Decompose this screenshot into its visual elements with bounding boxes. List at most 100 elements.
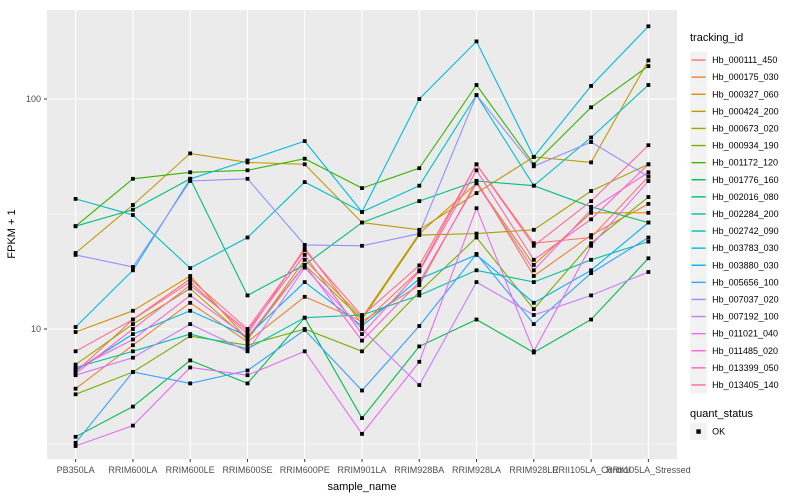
data-point	[188, 381, 193, 386]
legend-item-Hb_000327_060: Hb_000327_060	[690, 85, 779, 103]
legend-item-label: Hb_011021_040	[712, 329, 778, 339]
data-point	[646, 235, 651, 240]
data-point	[417, 166, 422, 171]
data-point	[302, 294, 307, 299]
data-point	[589, 204, 593, 209]
x-tick-label: RRIM901LA	[337, 465, 386, 475]
data-point	[188, 151, 193, 156]
data-point	[302, 180, 307, 184]
data-point	[589, 140, 593, 144]
data-point	[245, 346, 250, 351]
legend-item-Hb_005656_100: Hb_005656_100	[690, 273, 779, 291]
data-point	[302, 156, 307, 161]
data-point	[589, 241, 593, 246]
data-point	[302, 328, 307, 332]
data-point	[589, 257, 593, 262]
data-point	[417, 183, 422, 188]
data-point	[589, 105, 593, 110]
data-point	[188, 308, 193, 313]
x-tick-label: RRIM600LA	[108, 465, 157, 475]
data-point	[531, 274, 536, 278]
legend-item-label: Hb_013405_140	[712, 380, 779, 390]
legend-item-label: Hb_002284_200	[712, 209, 779, 219]
legend-item-Hb_000175_030: Hb_000175_030	[690, 68, 779, 86]
data-point	[360, 388, 364, 393]
data-point	[417, 290, 422, 294]
data-point	[589, 271, 593, 275]
data-point	[245, 337, 250, 342]
data-point	[302, 349, 307, 354]
data-point	[531, 155, 536, 159]
legend-item-label: Hb_000327_060	[712, 89, 779, 99]
data-point	[531, 243, 536, 248]
axes: 10 100 PB350LA RRIM600LA RRIM600LE RRIM600SE R…	[26, 94, 691, 475]
data-point	[589, 207, 593, 212]
data-point	[360, 338, 364, 343]
data-point	[531, 263, 536, 267]
data-point	[131, 332, 135, 336]
data-point	[245, 327, 250, 331]
data-point	[302, 253, 307, 257]
data-point	[474, 181, 479, 186]
data-point	[73, 371, 78, 376]
data-point	[360, 327, 364, 331]
data-point	[531, 183, 536, 188]
x-tick-label: PB350LA	[57, 465, 95, 475]
data-point	[589, 217, 593, 222]
plot-panel	[47, 10, 677, 459]
data-point	[131, 213, 135, 217]
data-point	[646, 58, 651, 63]
data-point	[245, 158, 250, 163]
data-point	[131, 322, 135, 326]
legend-item-Hb_002016_080: Hb_002016_080	[690, 188, 779, 206]
data-point	[646, 195, 651, 199]
data-point	[589, 160, 593, 165]
data-point	[417, 359, 422, 364]
data-point	[73, 349, 78, 354]
data-point	[589, 189, 593, 193]
data-point	[188, 266, 193, 270]
legend-item-Hb_013405_140: Hb_013405_140	[690, 376, 779, 394]
data-point	[589, 199, 593, 203]
data-point	[474, 268, 479, 273]
data-point	[245, 349, 250, 354]
data-point	[188, 293, 193, 298]
legend-item-label: Hb_000111_450	[712, 55, 777, 65]
x-tick-label: RRII105LA_Control	[552, 465, 630, 475]
data-point	[589, 243, 593, 248]
data-point	[417, 269, 422, 274]
data-point	[646, 179, 651, 183]
data-point	[417, 231, 422, 236]
data-point	[131, 327, 135, 331]
data-point	[531, 307, 536, 311]
data-point	[531, 164, 536, 169]
data-point	[360, 332, 364, 336]
data-point	[531, 300, 536, 305]
data-point	[417, 344, 422, 349]
data-point	[302, 263, 307, 267]
data-point	[417, 383, 422, 387]
data-point	[531, 257, 536, 262]
data-point	[245, 176, 250, 181]
data-point	[73, 444, 78, 448]
legend-item-Hb_002742_090: Hb_002742_090	[690, 222, 779, 240]
data-point	[73, 197, 78, 201]
data-point	[302, 315, 307, 320]
legend-item-label: Hb_013399_050	[712, 363, 779, 373]
data-point	[131, 268, 135, 273]
data-point	[417, 199, 422, 203]
data-point	[474, 317, 479, 322]
legend-item-Hb_007037_020: Hb_007037_020	[690, 290, 779, 308]
data-point	[360, 314, 364, 318]
data-point	[73, 362, 78, 367]
data-point	[131, 355, 135, 360]
data-point	[188, 170, 193, 175]
legend-item-label: Hb_002742_090	[712, 226, 779, 236]
x-tick-label: RRIM600SE	[222, 465, 272, 475]
data-point	[131, 207, 135, 212]
data-point	[245, 368, 250, 373]
data-point	[360, 186, 364, 190]
data-point	[531, 268, 536, 273]
data-point	[188, 277, 193, 281]
data-point	[302, 243, 307, 247]
